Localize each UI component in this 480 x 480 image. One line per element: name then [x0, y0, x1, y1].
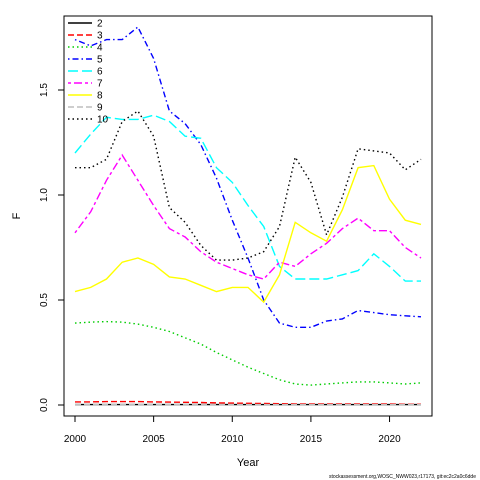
x-axis: 2000 2005 2010 2015 2020: [64, 416, 401, 445]
y-axis: 0.0 0.5 1.0 1.5: [39, 83, 64, 412]
legend-label-2: 2: [97, 19, 103, 30]
x-tick-label: 2020: [378, 434, 401, 445]
series-line-5: [74, 25, 422, 328]
y-tick-label: 0.5: [39, 293, 50, 307]
y-tick-label: 0.0: [39, 398, 50, 412]
y-tick-label: 1.0: [39, 188, 50, 202]
y-axis-title: F: [11, 212, 23, 219]
x-axis-title: Year: [237, 457, 260, 469]
legend-label-3: 3: [97, 31, 103, 42]
legend-label-9: 9: [97, 103, 103, 114]
legend-label-8: 8: [97, 91, 103, 102]
plot-frame: [63, 15, 433, 417]
series-line-8: [74, 164, 422, 304]
legend-label-4: 4: [97, 43, 103, 54]
x-tick-label: 2000: [64, 434, 87, 445]
x-tick-label: 2010: [221, 434, 244, 445]
legend-label-7: 7: [97, 79, 103, 90]
legend-label-5: 5: [97, 55, 103, 66]
series-line-6: [74, 114, 421, 282]
legend-label-6: 6: [97, 67, 103, 78]
series-layer: [74, 25, 422, 406]
x-tick-label: 2015: [300, 434, 323, 445]
y-tick-label: 1.5: [39, 83, 50, 97]
footer-credit: stockassessment.org,WOSC_NWW023,r17173, …: [329, 474, 476, 480]
series-line-7: [74, 153, 422, 280]
legend-label-10: 10: [97, 115, 109, 126]
x-tick-label: 2005: [143, 434, 166, 445]
